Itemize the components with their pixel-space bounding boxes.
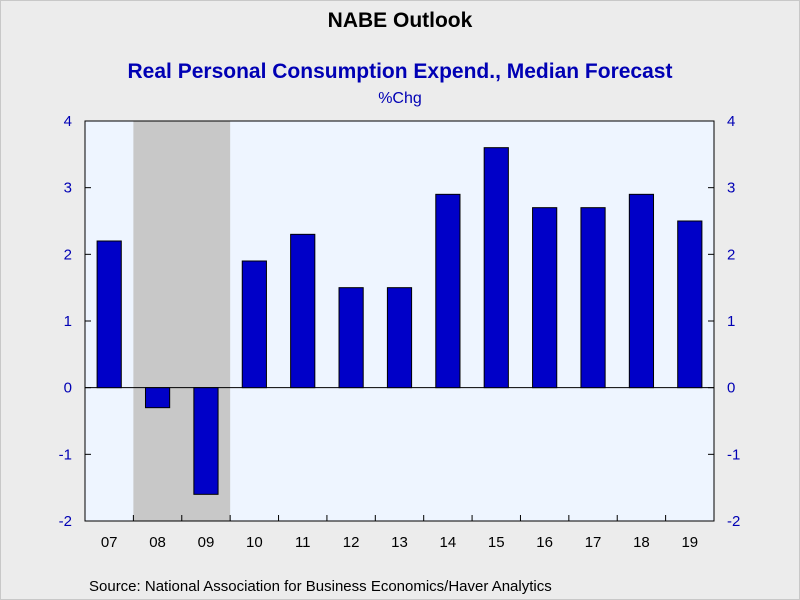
y-tick-label-right: 1 [727, 313, 735, 330]
bar-19 [677, 220, 703, 389]
y-tick-label-right: 2 [727, 246, 735, 263]
x-tick-label-09: 09 [198, 534, 215, 551]
x-tick-label-08: 08 [149, 534, 166, 551]
bar-07 [96, 240, 122, 389]
unit-label: %Chg [378, 90, 422, 107]
x-tick-label-17: 17 [585, 534, 602, 551]
source-note: Source: National Association for Busines… [89, 578, 552, 595]
bar-09 [193, 387, 219, 495]
y-tick-label-right: -1 [727, 446, 740, 463]
x-tick-label-07: 07 [101, 534, 118, 551]
bar-15 [483, 147, 509, 389]
y-tick-label-right: 3 [727, 180, 735, 197]
x-tick-label-19: 19 [681, 534, 698, 551]
x-tick-label-13: 13 [391, 534, 408, 551]
chart-subtitle: Real Personal Consumption Expend., Media… [127, 60, 673, 83]
bar-14 [435, 193, 461, 389]
bar-12 [338, 287, 364, 389]
x-tick-label-18: 18 [633, 534, 650, 551]
bar-16 [532, 207, 558, 389]
x-tick-label-10: 10 [246, 534, 263, 551]
bar-11 [290, 233, 316, 389]
y-tick-label-left: 0 [64, 380, 72, 397]
y-tick-label-right: -2 [727, 513, 740, 530]
x-tick-label-11: 11 [295, 534, 311, 551]
y-tick-label-left: -1 [59, 446, 72, 463]
x-tick-label-14: 14 [440, 534, 457, 551]
y-tick-label-left: 3 [64, 180, 72, 197]
y-tick-label-left: 2 [64, 246, 72, 263]
bar-17 [580, 207, 606, 389]
x-tick-label-16: 16 [536, 534, 553, 551]
x-tick-label-12: 12 [343, 534, 360, 551]
y-tick-label-right: 4 [727, 113, 735, 130]
bar-18 [628, 193, 655, 389]
x-tick-label-15: 15 [488, 534, 505, 551]
bar-13 [386, 287, 413, 389]
chart-title: NABE Outlook [327, 9, 473, 32]
y-tick-label-right: 0 [727, 380, 735, 397]
y-tick-label-left: 4 [64, 113, 72, 130]
bar-08 [144, 387, 171, 409]
bar-10 [241, 260, 267, 389]
y-tick-label-left: 1 [64, 313, 72, 330]
y-tick-label-left: -2 [59, 513, 72, 530]
